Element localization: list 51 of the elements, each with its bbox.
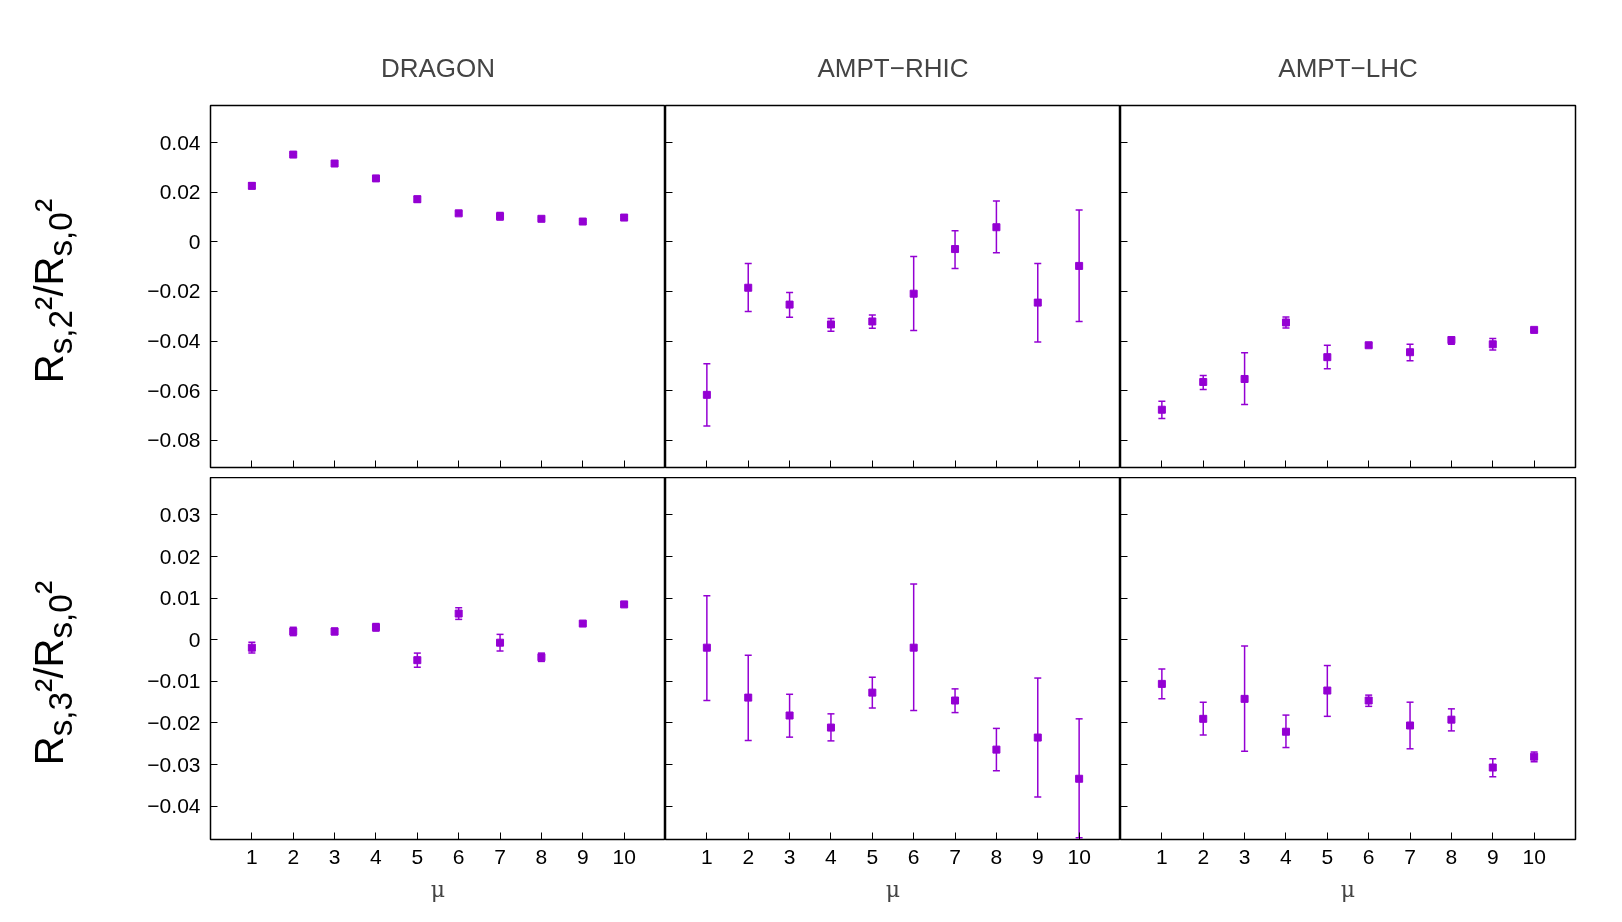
x-tick-label: 5 xyxy=(1321,844,1334,868)
x-tick-label: 5 xyxy=(866,844,879,868)
x-tick-label: 1 xyxy=(246,844,258,868)
x-tick-label: 1 xyxy=(1156,844,1168,868)
x-tick-label: 4 xyxy=(825,844,838,868)
chart-title: AMPT−RHIC xyxy=(817,53,969,83)
x-tick-label: 8 xyxy=(535,844,548,868)
x-tick-label: 5 xyxy=(411,844,424,868)
y-tick-label: 0 xyxy=(188,229,201,253)
chart-title: DRAGON xyxy=(380,53,496,83)
x-tick-label: 10 xyxy=(1522,844,1546,868)
y-tick-label: 0.02 xyxy=(159,180,201,204)
y-tick-label: −0.08 xyxy=(147,428,201,452)
x-tick-label: 7 xyxy=(1404,844,1416,868)
x-tick-label: 9 xyxy=(1031,844,1044,868)
y-tick-label: −0.02 xyxy=(147,710,201,734)
x-tick-label: 3 xyxy=(1238,844,1251,868)
chart-title: AMPT−LHC xyxy=(1278,53,1418,83)
y-tick-label: −0.06 xyxy=(147,378,201,402)
x-tick-label: 8 xyxy=(990,844,1003,868)
x-tick-label: 7 xyxy=(949,844,961,868)
x-tick-label: 9 xyxy=(1486,844,1499,868)
y-tick-label: −0.02 xyxy=(147,279,201,303)
y-tick-label: 0.02 xyxy=(159,544,201,568)
y-tick-label: 0.01 xyxy=(159,586,201,610)
x-tick-label: 1 xyxy=(701,844,713,868)
x-tick-label: 10 xyxy=(612,844,636,868)
x-tick-label: 6 xyxy=(907,844,920,868)
x-tick-label: 6 xyxy=(1362,844,1375,868)
y-tick-label: −0.01 xyxy=(147,669,201,693)
y-tick-label: −0.04 xyxy=(147,794,201,818)
x-tick-label: 8 xyxy=(1445,844,1458,868)
x-tick-label: 2 xyxy=(287,844,300,868)
x-axis-title: μ xyxy=(1340,876,1356,902)
y-tick-label: 0.04 xyxy=(159,130,201,154)
x-tick-label: 10 xyxy=(1067,844,1091,868)
x-tick-label: 2 xyxy=(742,844,755,868)
x-tick-label: 6 xyxy=(452,844,465,868)
x-tick-label: 4 xyxy=(1280,844,1293,868)
y-tick-label: 0 xyxy=(188,627,201,651)
x-tick-label: 2 xyxy=(1197,844,1210,868)
x-tick-label: 3 xyxy=(783,844,796,868)
x-tick-label: 9 xyxy=(576,844,589,868)
y-tick-label: −0.03 xyxy=(147,752,201,776)
y-tick-label: 0.03 xyxy=(159,502,201,526)
x-axis-title: μ xyxy=(430,876,446,902)
x-tick-label: 3 xyxy=(328,844,341,868)
y-tick-label: −0.04 xyxy=(147,329,201,353)
x-tick-label: 4 xyxy=(370,844,383,868)
x-tick-label: 7 xyxy=(494,844,506,868)
x-axis-title: μ xyxy=(885,876,901,902)
